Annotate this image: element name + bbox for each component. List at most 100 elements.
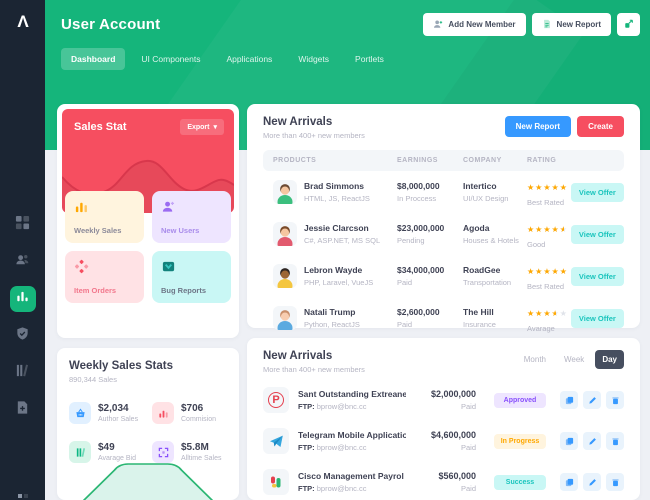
tile-new-users[interactable]: New Users	[152, 191, 231, 243]
sidebar-item-library[interactable]	[10, 360, 36, 386]
stat-value: $5.8M	[181, 442, 209, 453]
earnings: $2,600,000	[397, 307, 440, 317]
table-card-title: New Arrivals	[263, 116, 333, 128]
company: Intertico	[463, 181, 497, 191]
product-skills: C#, ASP.NET, MS SQL	[304, 236, 381, 245]
row-actions	[560, 432, 624, 450]
project-title: Telegram Mobile Application Development	[298, 430, 406, 440]
rating-stars: ★★★★★★★★★★	[527, 267, 568, 276]
tab-ui-components[interactable]: UI Components	[141, 54, 201, 64]
tile-weekly-sales[interactable]: Weekly Sales	[65, 191, 144, 243]
tab-widgets[interactable]: Widgets	[298, 54, 330, 64]
file-plus-icon	[15, 400, 30, 420]
company: The Hill	[463, 307, 494, 317]
sidebar-item-users[interactable]	[10, 249, 36, 275]
users-icon	[15, 252, 30, 272]
app-logo: Λ	[17, 12, 28, 31]
sidebar-item-analytics[interactable]	[9, 286, 36, 312]
weekly-sales-chart	[82, 463, 214, 500]
earnings-status: In Proccess	[397, 194, 437, 203]
view-offer-button[interactable]: View Offer	[570, 267, 624, 286]
new-report-label: New Report	[556, 20, 601, 29]
project-paid: Paid	[460, 484, 476, 493]
edit-icon	[588, 475, 597, 490]
edit-button[interactable]	[583, 432, 601, 450]
toggle-week[interactable]: Week	[557, 350, 591, 369]
tile-item-orders[interactable]: Item Orders	[65, 251, 144, 303]
avatar	[273, 222, 297, 246]
project-ftp: FTP: bprow@bnc.cc	[298, 484, 367, 493]
earnings: $34,000,000	[397, 265, 445, 275]
view-offer-button[interactable]: View Offer	[570, 225, 624, 244]
toggle-day[interactable]: Day	[595, 350, 624, 369]
export-button[interactable]: Export ▾	[180, 119, 224, 135]
product-name: Lebron Wayde	[304, 265, 363, 275]
stat-tiles: Weekly Sales New Users Item Orders	[62, 191, 234, 303]
product-skills: HTML, JS, ReactJS	[304, 194, 370, 203]
new-report-button-card[interactable]: New Report	[504, 116, 572, 137]
table-row: Natali Trump Python, ReactJS $2,600,000 Pa…	[263, 297, 624, 339]
project-amount: $2,000,000	[430, 389, 476, 399]
grid-icon	[15, 215, 30, 235]
list-item: Telegram Mobile Application Development …	[263, 426, 624, 456]
table-row: Lebron Wayde PHP, Laravel, VueJS $34,000,…	[263, 255, 624, 297]
earnings-status: Paid	[397, 278, 413, 287]
list-item: P Sant Outstanding Extreanet Solution FT…	[263, 385, 624, 415]
tab-dashboard[interactable]: Dashboard	[61, 48, 126, 70]
sales-stat-card: Sales Stat Export ▾	[57, 104, 239, 338]
column-rating: RATING	[527, 157, 557, 164]
view-offer-button[interactable]: View Offer	[570, 183, 624, 202]
user-plus-icon	[161, 199, 222, 219]
product-name: Brad Simmons	[304, 181, 364, 191]
tab-portlets[interactable]: Portlets	[355, 54, 384, 64]
company-field: Houses & Hotels	[463, 236, 519, 245]
rating-stars: ★★★★★★★★★★	[527, 225, 568, 234]
sidebar-overflow-dots	[17, 494, 28, 498]
sales-stat-title: Sales Stat	[74, 121, 127, 133]
stat-commission: $706 Commision	[152, 402, 227, 424]
sidebar-item-security[interactable]	[10, 323, 36, 349]
rating-stars: ★★★★★★★★★★	[527, 309, 568, 318]
status-badge: Success	[494, 474, 546, 490]
company-field: Insurance	[463, 320, 496, 329]
edit-icon	[588, 434, 597, 449]
weekly-sales-stats-card: Weekly Sales Stats 890,344 Sales $2,034 A…	[57, 348, 239, 500]
toggle-month[interactable]: Month	[517, 350, 553, 369]
trash-icon	[611, 393, 620, 408]
create-button[interactable]: Create	[577, 116, 624, 137]
product-name: Jessie Clarcson	[304, 223, 369, 233]
table-header: PRODUCTS EARNINGS COMPANY RATING	[263, 150, 624, 171]
tab-applications[interactable]: Applications	[226, 54, 273, 64]
chevron-down-icon: ▾	[213, 124, 217, 131]
tile-bug-reports[interactable]: Bug Reports	[152, 251, 231, 303]
status-badge: Approved	[494, 392, 546, 408]
column-earnings: EARNINGS	[397, 157, 438, 164]
delete-button[interactable]	[606, 391, 624, 409]
copy-button[interactable]	[560, 391, 578, 409]
chart-arrow-icon	[624, 19, 634, 31]
sidebar-item-new-file[interactable]	[10, 397, 36, 423]
stat-label: Avarage Bid	[98, 455, 137, 462]
sidebar-item-dashboard[interactable]	[10, 212, 36, 238]
project-ftp: FTP: bprow@bnc.cc	[298, 402, 367, 411]
quick-panel-button[interactable]	[617, 13, 640, 36]
library-icon	[15, 363, 30, 383]
view-offer-button[interactable]: View Offer	[570, 309, 624, 328]
edit-button[interactable]	[583, 391, 601, 409]
content: Sales Stat Export ▾	[45, 104, 650, 500]
stat-author-sales: $2,034 Author Sales	[69, 402, 144, 424]
add-new-member-button[interactable]: Add New Member	[423, 13, 526, 36]
company-field: UI/UX Design	[463, 194, 509, 203]
copy-icon	[565, 475, 574, 490]
delete-button[interactable]	[606, 432, 624, 450]
trash-icon	[611, 434, 620, 449]
weekly-stats-grid: $2,034 Author Sales $706 Commision $49 Avar…	[69, 402, 227, 463]
copy-button[interactable]	[560, 473, 578, 491]
stat-label: Commision	[181, 416, 217, 423]
page-title: User Account	[61, 16, 161, 33]
weekly-stats-title: Weekly Sales Stats	[69, 360, 173, 372]
copy-button[interactable]	[560, 432, 578, 450]
edit-button[interactable]	[583, 473, 601, 491]
new-report-button[interactable]: New Report	[531, 13, 611, 36]
delete-button[interactable]	[606, 473, 624, 491]
